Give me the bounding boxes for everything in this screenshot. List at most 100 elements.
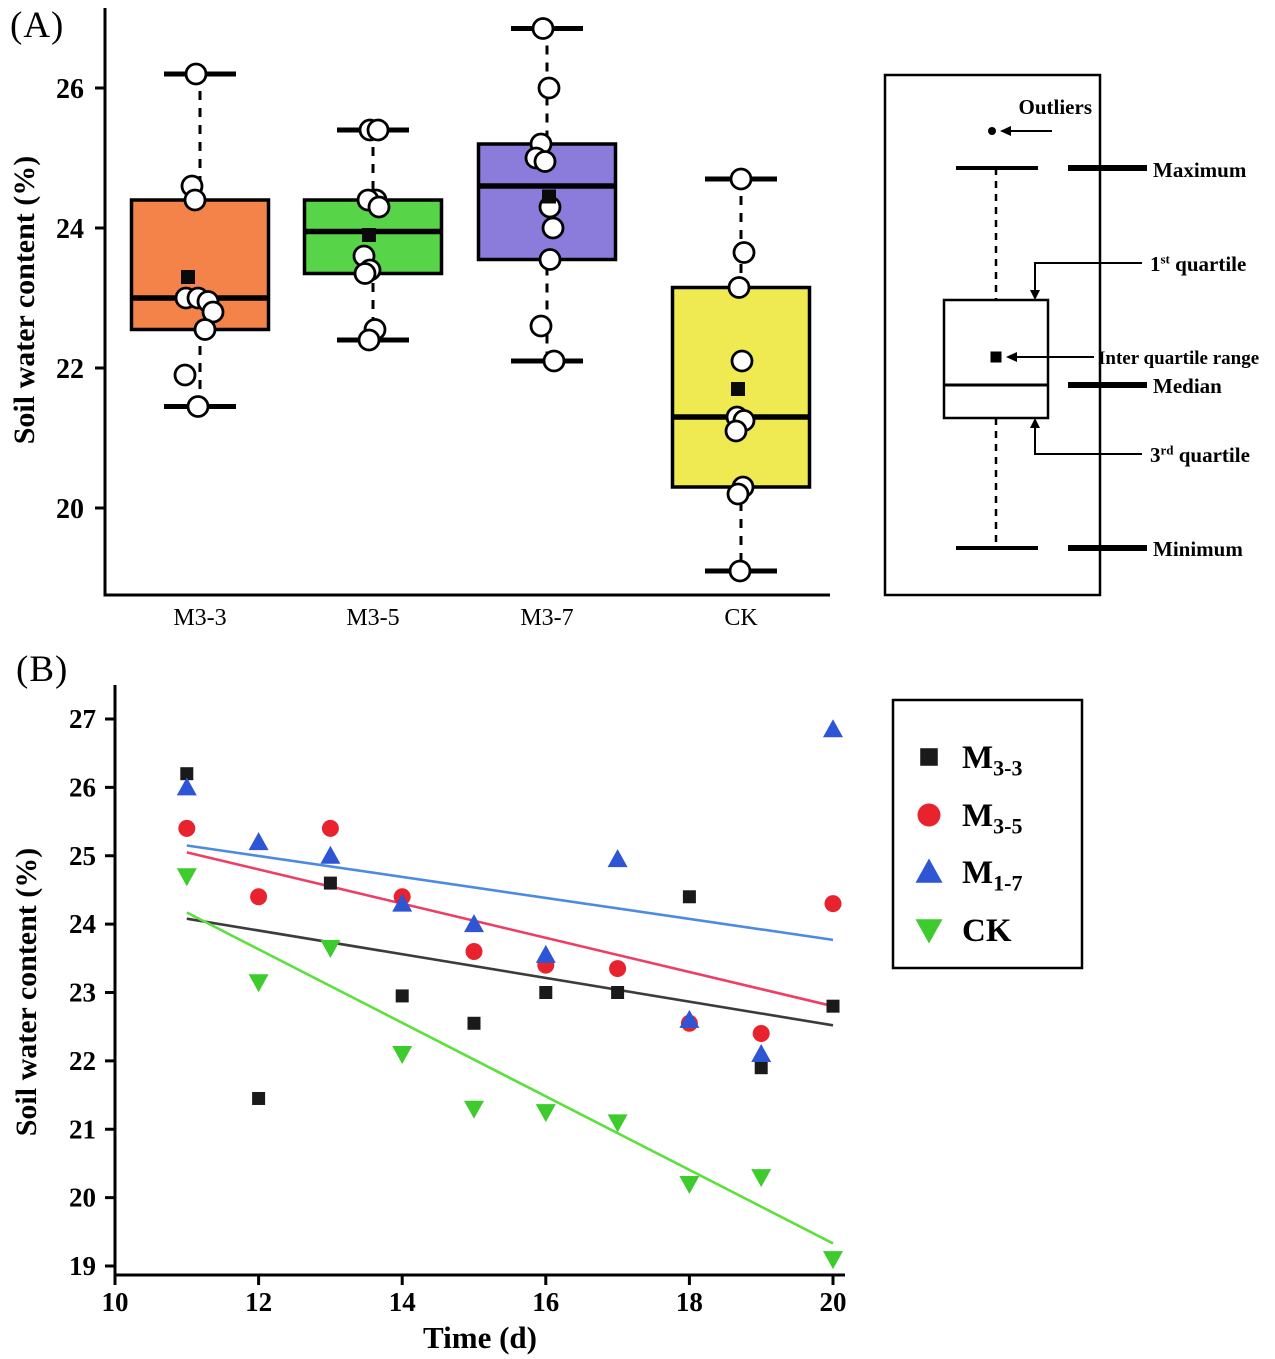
observation-point xyxy=(357,328,381,352)
x-axis-title: Time (d) xyxy=(423,1320,537,1355)
y-tick-label: 25 xyxy=(69,841,96,871)
point-M3-3 xyxy=(467,1016,481,1030)
y-tick-label: 21 xyxy=(69,1114,96,1144)
series-M1-7 xyxy=(176,719,843,1063)
mean-marker xyxy=(362,228,376,242)
boxplot-M3-7 xyxy=(476,17,618,373)
observation-point xyxy=(533,150,557,173)
observation-point xyxy=(538,248,562,271)
q3-arrow xyxy=(1034,426,1142,455)
observation-point xyxy=(537,76,561,100)
category-label: M3-5 xyxy=(346,605,399,631)
y-axis-title: Soil water content (%) xyxy=(8,156,41,445)
y-tick-label: 23 xyxy=(69,978,96,1008)
point-M3-3 xyxy=(252,1091,266,1105)
point-M3-5 xyxy=(465,942,483,960)
trendline-M3-3 xyxy=(186,917,834,1027)
point-CK xyxy=(248,974,269,993)
key-label-maximum: Maximum xyxy=(1153,158,1247,182)
y-tick-label: 24 xyxy=(56,214,84,245)
legend-marker-M3-5 xyxy=(917,803,941,827)
mean-marker xyxy=(542,189,556,204)
observation-point xyxy=(366,118,390,142)
trendline-M1-7 xyxy=(186,844,834,942)
q1-arrowhead xyxy=(1030,290,1040,300)
boxplot-CK xyxy=(670,167,812,583)
observation-point xyxy=(729,167,753,191)
category-label: M3-7 xyxy=(520,605,573,631)
observation-point xyxy=(531,17,555,40)
key-label-q3: 3rd quartile xyxy=(1150,443,1250,467)
point-CK xyxy=(607,1114,628,1133)
key-label-iqr: Inter quartile range xyxy=(1098,348,1259,369)
y-tick-label: 20 xyxy=(56,494,84,525)
legend-marker-CK xyxy=(915,919,943,944)
observation-point xyxy=(186,395,210,418)
panel-a-label: (A) xyxy=(10,5,65,46)
panel-a-boxplot-chart: 20 22 24 26 Soil water content (%) M3-3 M3-5 M3… xyxy=(8,8,1259,631)
observation-point xyxy=(542,349,566,373)
point-M1-7 xyxy=(823,719,843,738)
observation-point xyxy=(353,262,377,285)
key-label-q1: 1st quartile xyxy=(1150,252,1246,276)
legend-label-M1-7: M1-7 xyxy=(962,855,1022,895)
iqr-arrowhead xyxy=(1006,352,1017,362)
observation-point xyxy=(724,419,748,443)
point-M3-5 xyxy=(752,1025,770,1043)
observation-point xyxy=(193,318,217,341)
legend-marker-M3-3 xyxy=(920,748,938,766)
trendline-M3-5 xyxy=(186,851,834,1008)
point-M3-3 xyxy=(323,876,337,890)
y-tick-label: 26 xyxy=(69,772,96,802)
observation-point xyxy=(726,482,750,506)
y-tick-label: 19 xyxy=(69,1251,96,1281)
point-M3-5 xyxy=(321,819,339,837)
boxplot-M3-5 xyxy=(302,118,444,352)
q3-arrowhead xyxy=(1030,418,1040,428)
q1-arrow xyxy=(1034,262,1142,292)
point-CK xyxy=(320,940,341,959)
y-tick-label: 27 xyxy=(69,704,96,734)
point-M1-7 xyxy=(248,832,269,851)
category-label: M3-3 xyxy=(173,605,226,631)
point-M1-7 xyxy=(679,1009,700,1028)
point-M3-3 xyxy=(395,989,409,1003)
point-M3-3 xyxy=(682,890,696,904)
series-M3-5 xyxy=(178,819,842,1043)
observation-point xyxy=(529,314,553,338)
key-label-outliers: Outliers xyxy=(1019,95,1093,119)
key-label-minimum: Minimum xyxy=(1153,537,1243,561)
y-tick-label: 20 xyxy=(69,1183,96,1213)
point-M1-7 xyxy=(176,777,197,796)
x-tick-label: 20 xyxy=(820,1287,847,1317)
observation-point xyxy=(727,276,751,299)
mean-marker xyxy=(181,270,195,284)
point-M1-7 xyxy=(320,845,341,864)
panel-b-scatter-chart: 10 12 14 16 18 20 19 20 21 22 23 24 25 26 27 Time (d) So… xyxy=(10,685,1084,1355)
point-CK xyxy=(464,1100,484,1119)
point-M1-7 xyxy=(464,914,484,933)
point-M3-5 xyxy=(609,960,627,978)
legend-label-CK: CK xyxy=(962,913,1012,949)
sample-mean-marker xyxy=(990,351,1002,363)
y-axis-title: Soil water content (%) xyxy=(10,848,43,1137)
boxplot-M3-3 xyxy=(129,62,271,418)
observation-point xyxy=(173,363,197,387)
observation-point xyxy=(184,62,208,86)
x-tick-label: 16 xyxy=(532,1287,559,1317)
legend-marker-M1-7 xyxy=(915,858,943,883)
trendline-CK xyxy=(186,911,834,1245)
point-M3-3 xyxy=(826,999,840,1013)
point-M3-3 xyxy=(180,767,194,781)
point-M3-3 xyxy=(539,986,553,999)
observation-point xyxy=(732,241,756,264)
observation-point xyxy=(541,216,565,240)
category-label: CK xyxy=(724,605,758,631)
point-CK xyxy=(823,1251,843,1270)
x-tick-label: 14 xyxy=(389,1287,416,1317)
point-CK xyxy=(679,1175,700,1194)
legend-label-M3-5: M3-5 xyxy=(962,798,1022,838)
x-tick-label: 12 xyxy=(245,1287,272,1317)
series-M3-3 xyxy=(180,767,840,1105)
scatter-legend: M3-3 M3-5 M1-7 CK xyxy=(891,698,1084,970)
